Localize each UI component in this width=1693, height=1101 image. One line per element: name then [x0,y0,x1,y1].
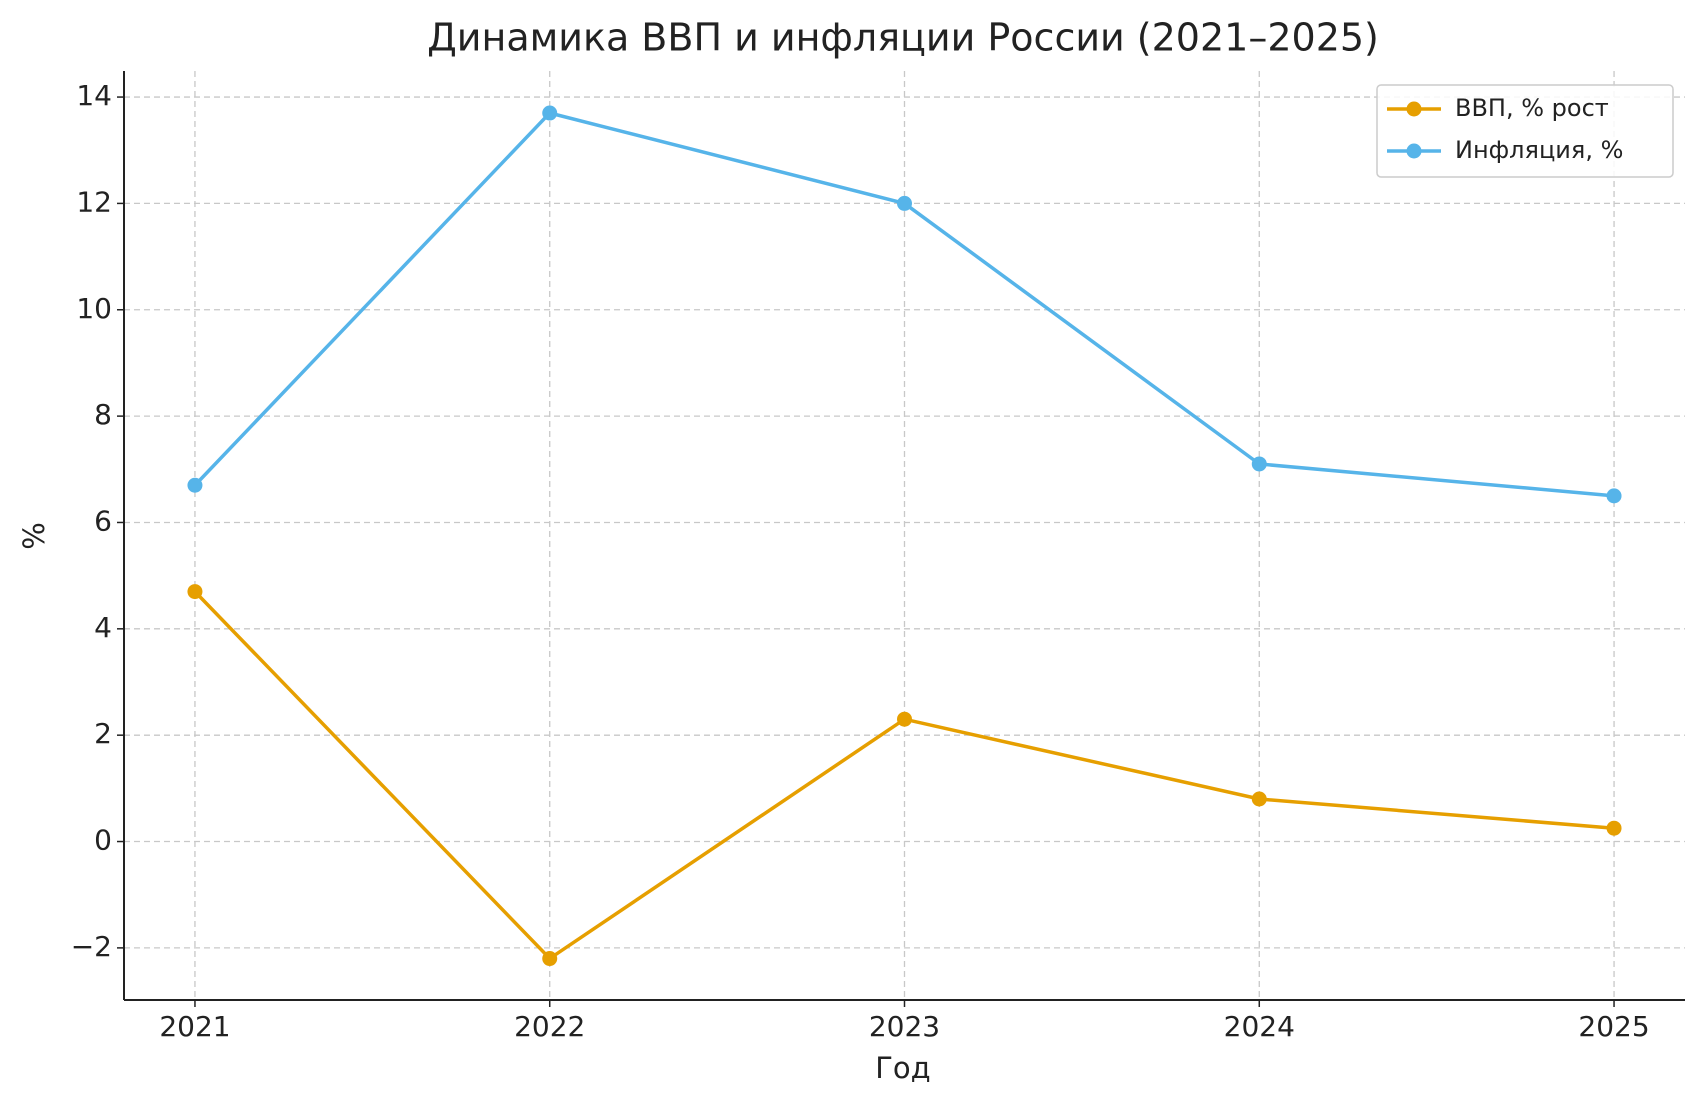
legend-label: ВВП, % рост [1455,94,1609,122]
y-tick-label: 2 [94,717,112,750]
data-point [897,195,912,211]
y-tick-label: 4 [94,611,112,644]
legend-box [1376,84,1674,178]
data-point [1606,820,1622,836]
x-tick-label: 2025 [1578,1010,1649,1043]
x-tick-label: 2023 [869,1010,940,1043]
y-tick-label: 8 [94,398,112,431]
legend-marker [1406,143,1422,159]
y-axis-label: % [17,522,51,550]
data-point [1251,456,1267,472]
data-point [187,584,203,600]
y-tick-label: 10 [76,292,112,325]
x-tick-label: 2024 [1224,1010,1295,1043]
legend-label: Инфляция, % [1455,136,1623,164]
y-tick-label: 6 [94,504,112,537]
data-point [1251,791,1267,807]
data-point [187,477,203,493]
x-axis-label: Год [875,1051,930,1085]
data-point [542,105,558,121]
grid [124,71,1685,1000]
y-tick-label: 14 [76,79,112,112]
legend: ВВП, % рост Инфляция, % [1376,84,1674,178]
data-point [1606,488,1622,504]
y-tick-label: 0 [94,824,112,857]
y-tick-label: −2 [71,930,112,963]
y-tick-label: 12 [76,185,112,218]
chart-title: Динамика ВВП и инфляции России (2021–202… [427,16,1379,60]
x-tick-label: 2022 [514,1010,585,1043]
x-tick-label: 2021 [159,1010,230,1043]
legend-marker [1406,101,1422,117]
data-point [897,711,912,727]
data-point [542,951,558,967]
